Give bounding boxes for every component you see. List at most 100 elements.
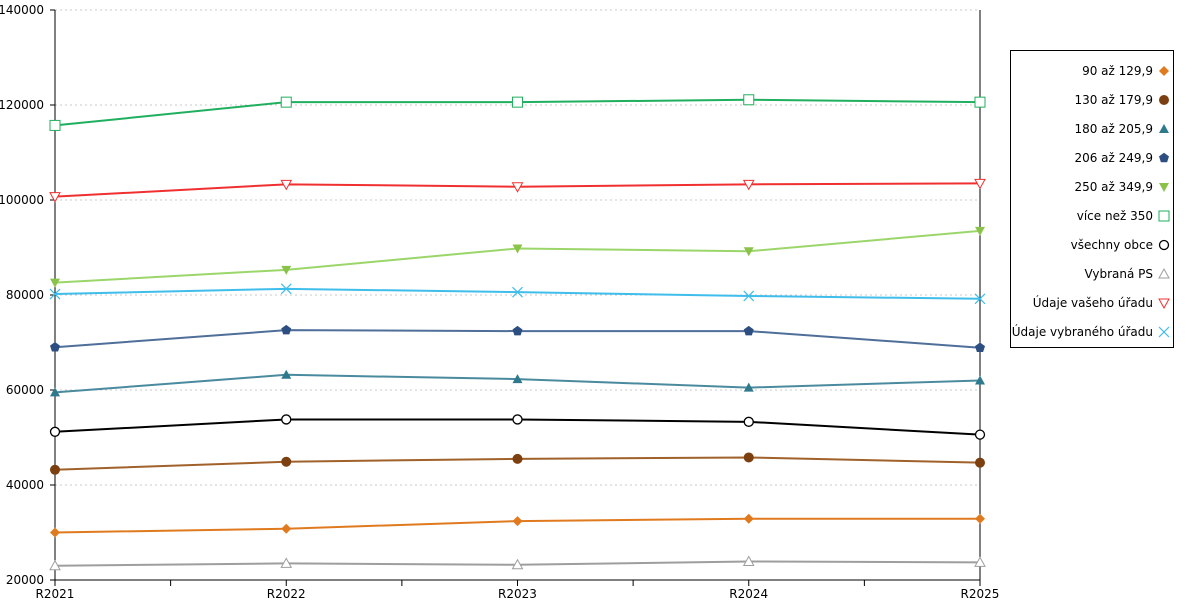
series-line [54, 287, 981, 300]
legend-marker-shape [1159, 183, 1169, 192]
data-point [743, 325, 754, 336]
legend-marker [1159, 152, 1169, 163]
data-point [512, 374, 523, 384]
legend-marker-shape [1159, 124, 1169, 133]
gridlines [55, 9, 980, 486]
data-point [49, 192, 61, 203]
series-0 [50, 513, 985, 538]
data-point [50, 464, 60, 475]
legend-marker-shape [1158, 210, 1170, 222]
data-point [743, 513, 754, 524]
data-point [975, 375, 985, 385]
legend-marker [1158, 239, 1170, 251]
data-point [49, 426, 61, 437]
data-point [512, 244, 523, 254]
legend-label: Údaje vašeho úřadu [1032, 296, 1153, 310]
line-chart: 20000 40000 60000 80000 100000 120000 140000 R… [0, 3, 1000, 600]
y-tick-label: 120000 [0, 98, 44, 112]
legend-marker-shape [1158, 239, 1170, 251]
data-point [512, 286, 523, 298]
data-point [512, 96, 523, 108]
series-8 [49, 178, 986, 203]
data-point [743, 416, 754, 427]
legend-marker-shape [1158, 326, 1170, 338]
legend-label: více než 350 [1076, 209, 1153, 223]
data-point [743, 290, 755, 302]
legend-marker [1159, 183, 1169, 192]
legend-item: 180 až 205,9 [1011, 119, 1173, 139]
data-point [50, 342, 60, 352]
data-point [975, 457, 985, 468]
legend-marker-shape [1158, 267, 1170, 279]
legend-marker-shape [1159, 152, 1169, 163]
data-point [974, 429, 986, 440]
data-point [743, 94, 755, 106]
data-point [280, 283, 292, 295]
data-point [511, 182, 524, 193]
x-tick-label: R2024 [729, 587, 768, 600]
data-point [974, 96, 986, 108]
y-tick-label: 140000 [0, 3, 44, 17]
legend-label: 180 až 205,9 [1074, 122, 1153, 136]
legend-marker [1158, 326, 1170, 338]
data-point [511, 558, 524, 570]
data-point [975, 342, 985, 352]
legend-item: více než 350 [1011, 206, 1173, 226]
data-point [512, 516, 523, 527]
series-4 [50, 226, 985, 288]
series-line [54, 229, 981, 284]
legend-marker [1158, 210, 1170, 222]
data-point [281, 324, 292, 335]
y-tick-labels: 20000 40000 60000 80000 100000 120000 140000 [0, 3, 44, 587]
legend-label: Vybraná PS [1084, 267, 1153, 281]
legend: 90 až 129,9 130 až 179,9 180 až 205,9 206 a… [1010, 50, 1174, 348]
data-point [50, 387, 60, 397]
legend-item: 90 až 129,9 [1011, 61, 1173, 81]
data-point [742, 555, 755, 566]
legend-marker [1159, 66, 1169, 76]
legend-label: všechny obce [1070, 238, 1153, 252]
legend-item: Údaje vašeho úřadu [1011, 293, 1173, 313]
data-point [512, 453, 523, 464]
legend-label: 90 až 129,9 [1082, 64, 1153, 78]
data-point [49, 119, 61, 131]
data-point [281, 414, 292, 425]
legend-label: 130 až 179,9 [1074, 93, 1153, 107]
series-9 [49, 283, 986, 305]
x-tick-label: R2021 [36, 587, 75, 600]
x-tick-label: R2025 [961, 587, 1000, 600]
legend-label: Údaje vybraného úřadu [1011, 325, 1153, 339]
legend-marker-shape [1159, 66, 1169, 76]
data-point [975, 226, 985, 236]
legend-marker [1159, 95, 1169, 105]
legend-item: Údaje vybraného úřadu [1011, 322, 1173, 342]
legend-item: 130 až 179,9 [1011, 90, 1173, 110]
x-tick-labels: R2021 R2022 R2023 R2024 R2025 [36, 587, 1000, 600]
data-point [974, 293, 986, 305]
series-3 [50, 324, 985, 352]
data-point [974, 178, 986, 190]
data-point [49, 559, 61, 571]
legend-marker-shape [1159, 95, 1169, 105]
data-point [512, 414, 523, 425]
data-point [281, 369, 292, 379]
legend-item: všechny obce [1011, 235, 1173, 255]
data-point [975, 513, 985, 524]
data-point [280, 179, 293, 191]
data-point [512, 325, 523, 336]
x-tick-label: R2023 [498, 587, 537, 600]
legend-marker [1158, 298, 1170, 310]
series-layer [49, 94, 986, 571]
legend-item: Vybraná PS [1011, 264, 1173, 284]
y-tick-label: 100000 [0, 193, 44, 207]
data-point [280, 557, 293, 568]
data-point [50, 527, 60, 538]
data-point [974, 556, 986, 567]
x-tick-label: R2022 [267, 587, 306, 600]
data-point [49, 288, 61, 300]
series-6 [49, 414, 986, 440]
data-point [743, 247, 754, 257]
data-point [742, 179, 755, 191]
data-point [281, 265, 292, 275]
y-tick-label: 80000 [6, 288, 44, 302]
